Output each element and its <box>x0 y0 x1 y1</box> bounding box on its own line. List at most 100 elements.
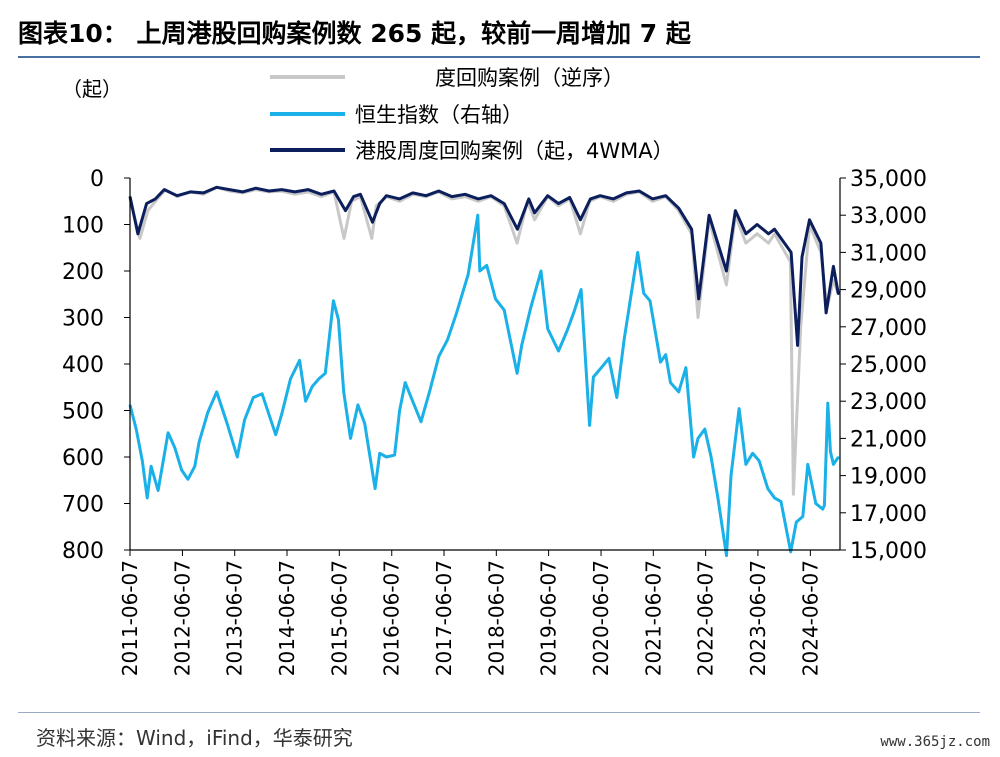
series-2-point <box>738 407 740 410</box>
series-3-point <box>145 202 148 205</box>
series-2-point <box>829 450 832 453</box>
left-axis-tick-label: 400 <box>62 353 104 378</box>
left-axis-tick-label: 800 <box>62 539 104 564</box>
series-2-point <box>832 463 835 466</box>
series-2-point <box>146 497 148 499</box>
series-2-point <box>773 497 776 499</box>
series-3-point <box>725 270 728 272</box>
right-axis-tick-label: 35,000 <box>850 167 927 192</box>
series-3-point <box>801 256 803 258</box>
title-rule <box>18 56 980 58</box>
series-2-point <box>802 515 804 518</box>
series-2-point <box>642 292 645 295</box>
series-2-point <box>520 344 523 347</box>
series-2-point <box>180 469 183 471</box>
series-2-point <box>823 504 826 507</box>
series-3-point <box>137 233 139 235</box>
series-3-point <box>832 265 835 268</box>
series-2-point <box>409 394 412 397</box>
series-2-point <box>429 389 431 391</box>
series-3-point <box>734 209 737 212</box>
series-3-point <box>625 192 628 194</box>
series-2-point <box>378 452 381 455</box>
x-axis-tick-label: 2020-06-07 <box>589 560 613 676</box>
series-2-point <box>479 270 481 272</box>
right-axis-tick-label: 25,000 <box>850 353 927 378</box>
series-3-point <box>437 190 440 192</box>
series-2-point <box>446 339 449 341</box>
x-axis-tick-label: 2016-06-07 <box>380 560 404 676</box>
series-1-point <box>773 233 776 235</box>
x-axis-tick-label: 2023-06-07 <box>746 560 770 676</box>
series-2-point <box>807 463 809 466</box>
series-3-point <box>546 194 549 197</box>
series-2-point <box>215 391 218 393</box>
watermark: www.365jz.com <box>880 734 990 750</box>
series-2-point <box>503 309 506 311</box>
series-2-point <box>529 307 532 310</box>
series-3-point <box>651 198 654 200</box>
series-2-point <box>588 424 591 427</box>
x-axis-tick-label: 2012-06-07 <box>170 560 194 676</box>
series-2-point <box>580 288 582 291</box>
series-3-point <box>767 233 770 235</box>
series-2-point <box>187 478 189 481</box>
series-2-point <box>393 454 396 456</box>
series-3-point <box>451 195 453 198</box>
series-3-point <box>352 195 355 198</box>
left-axis-tick-label: 0 <box>90 167 104 192</box>
series-3-point <box>516 228 519 230</box>
x-axis-tick-label: 2018-06-07 <box>484 560 508 676</box>
series-3-point <box>790 251 792 254</box>
series-2-point <box>318 378 320 380</box>
left-axis-tick-label: 600 <box>62 446 104 471</box>
series-3-point <box>664 194 667 197</box>
series-2-point <box>557 350 560 352</box>
series-2-point <box>717 497 719 499</box>
series-3-point <box>477 198 480 200</box>
series-2-point <box>226 422 228 425</box>
series-3-point <box>189 191 192 193</box>
series-2-point <box>697 437 699 440</box>
series-2-point <box>455 313 458 315</box>
series-1-point <box>767 242 770 244</box>
series-1-point <box>557 205 560 207</box>
series-1-point <box>832 279 835 282</box>
series-2-point <box>252 396 255 399</box>
series-2-point <box>374 487 376 490</box>
series-2-point <box>150 465 152 468</box>
series-1-point <box>451 198 453 200</box>
footer-rule <box>18 712 980 713</box>
series-2-point <box>404 381 407 384</box>
series-3-point <box>533 212 536 214</box>
series-2-point <box>485 264 488 267</box>
series-2-point <box>600 366 603 369</box>
legend-label-2: 恒生指数（右轴） <box>355 103 523 127</box>
series-2-point <box>745 463 747 466</box>
series-2-point <box>692 456 695 458</box>
series-1-point <box>343 237 345 240</box>
series-1-point <box>725 284 728 286</box>
series-3-point <box>568 196 571 199</box>
series-2-point <box>311 385 314 388</box>
series-3-point <box>385 194 388 197</box>
series-2-point <box>198 441 200 443</box>
series-2-point <box>677 391 680 393</box>
series-2-point <box>659 361 662 363</box>
series-3-point <box>490 194 492 197</box>
series-3-point <box>796 344 799 347</box>
series-3-point <box>228 188 231 191</box>
right-axis-tick-label: 17,000 <box>850 502 927 527</box>
series-2-point <box>261 393 263 395</box>
series-2-point <box>157 489 159 492</box>
legend-label-1: 度回购案例（逆序） <box>435 66 624 90</box>
series-1-point <box>477 200 480 203</box>
series-2-point <box>767 487 769 490</box>
series-2-point <box>516 372 518 375</box>
series-2-point <box>669 381 672 384</box>
series-3-point <box>268 190 270 192</box>
x-axis-tick-label: 2013-06-07 <box>223 560 247 676</box>
series-1-point <box>516 242 518 244</box>
series-layer <box>128 185 840 558</box>
